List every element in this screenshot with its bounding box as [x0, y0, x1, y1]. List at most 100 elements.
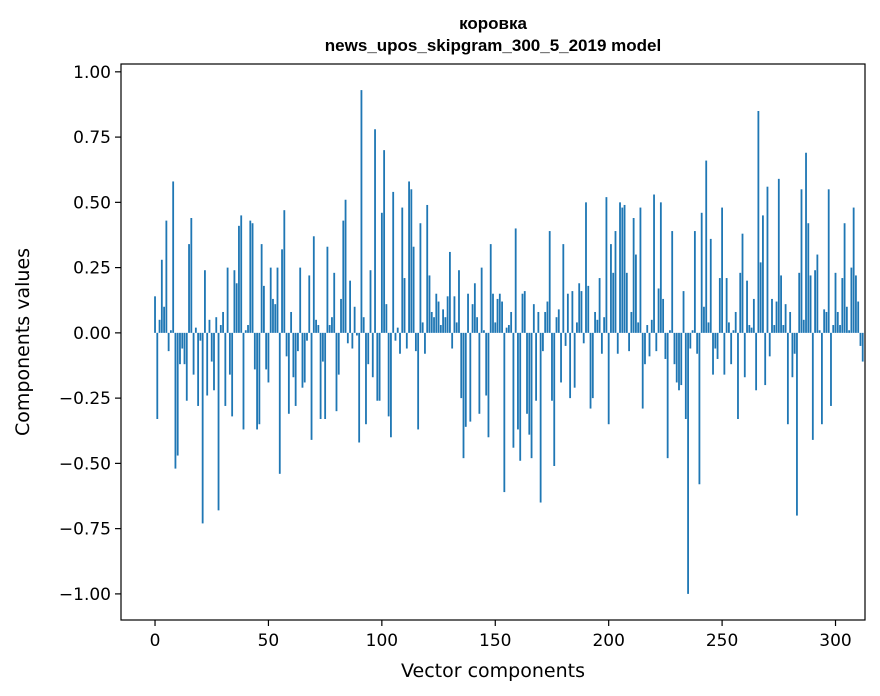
bar-component-240: [698, 332, 701, 485]
bar-component-161: [519, 332, 522, 461]
bar-component-67: [306, 332, 308, 341]
y-tick-label: 0.75: [73, 128, 111, 148]
bar-component-82: [340, 298, 342, 333]
bar-component-187: [578, 283, 581, 333]
bar-component-27: [215, 317, 218, 333]
bar-component-69: [310, 332, 313, 440]
bar-component-117: [419, 223, 422, 333]
bar-component-173: [546, 301, 549, 333]
bar-component-153: [501, 301, 503, 333]
bar-component-145: [483, 330, 485, 333]
bar-component-96: [371, 332, 374, 378]
bar-component-176: [553, 332, 556, 466]
bar-component-7: [170, 330, 172, 333]
bar-component-195: [596, 319, 599, 333]
bar-component-83: [342, 220, 345, 333]
bar-component-189: [582, 332, 585, 344]
bar-component-204: [616, 332, 619, 354]
y-tick-label: 0.00: [73, 324, 111, 344]
bar-component-71: [315, 319, 317, 333]
bar-component-78: [331, 317, 333, 333]
bar-component-11: [179, 332, 181, 365]
bar-component-252: [725, 278, 728, 333]
bar-component-255: [732, 330, 735, 333]
x-tick-label: 150: [479, 631, 511, 651]
bar-component-261: [746, 280, 748, 333]
bar-component-296: [825, 311, 828, 333]
bar-component-4: [163, 306, 165, 333]
bar-component-295: [823, 309, 826, 333]
chart-subtitle: news_upos_skipgram_300_5_2019 model: [325, 36, 661, 55]
bar-component-280: [789, 311, 792, 333]
bar-component-287: [805, 152, 807, 333]
bar-component-62: [294, 332, 297, 406]
bar-component-277: [782, 325, 785, 333]
bar-component-30: [222, 311, 224, 333]
bar-component-24: [208, 319, 211, 333]
bar-component-42: [249, 220, 252, 333]
bar-component-246: [712, 332, 714, 375]
bar-component-127: [442, 309, 444, 333]
bar-component-285: [800, 189, 803, 333]
bar-component-44: [253, 332, 256, 370]
y-tick-label: −1.00: [59, 585, 111, 605]
bar-component-90: [358, 332, 361, 443]
bar-component-290: [811, 332, 814, 440]
bar-component-124: [435, 293, 438, 333]
bar-component-302: [839, 325, 841, 333]
bar-component-138: [467, 293, 469, 333]
bar-component-304: [843, 223, 846, 333]
bar-component-241: [700, 212, 703, 333]
bar-component-271: [768, 332, 771, 357]
bar-component-60: [290, 311, 293, 333]
bar-component-199: [605, 197, 608, 333]
x-tick-label: 250: [706, 631, 738, 651]
bar-component-119: [424, 332, 426, 354]
bar-component-299: [832, 325, 835, 333]
bar-component-233: [682, 291, 685, 333]
bar-component-36: [235, 283, 238, 333]
bar-component-14: [185, 332, 188, 401]
bar-component-298: [830, 332, 832, 406]
bar-component-248: [716, 332, 719, 359]
bar-component-212: [635, 254, 637, 333]
bar-component-182: [566, 293, 569, 333]
bar-component-143: [478, 332, 481, 414]
bar-component-303: [841, 278, 844, 333]
bar-component-126: [439, 325, 442, 333]
bar-component-100: [380, 212, 383, 333]
bar-component-197: [600, 332, 603, 354]
bar-component-257: [737, 332, 739, 419]
bar-component-279: [786, 332, 789, 425]
bar-component-150: [494, 322, 497, 333]
bar-component-41: [247, 325, 249, 333]
bar-component-140: [471, 304, 474, 333]
bar-component-92: [362, 317, 365, 333]
bar-component-134: [458, 270, 460, 333]
bar-component-194: [594, 311, 596, 333]
bar-component-300: [834, 272, 837, 333]
bar-component-247: [714, 332, 717, 349]
bar-component-309: [855, 275, 857, 333]
bar-component-8: [172, 181, 175, 333]
y-axis-ticks: 1.00 0.75 0.50 0.25 0.00 −0.25 −0.50 −0.75 −1.00: [59, 63, 121, 605]
bar-component-268: [762, 215, 764, 333]
bar-component-20: [199, 332, 202, 341]
bar-component-130: [449, 251, 451, 333]
bar-component-59: [287, 332, 290, 414]
bar-component-172: [544, 311, 547, 333]
bar-component-188: [580, 291, 583, 333]
bar-component-148: [489, 244, 492, 333]
bar-component-34: [231, 332, 234, 417]
bar-component-101: [383, 150, 386, 333]
bar-component-147: [487, 332, 490, 438]
bar-component-12: [181, 332, 184, 349]
bar-component-31: [224, 332, 227, 406]
bar-component-310: [857, 301, 860, 333]
bar-component-200: [607, 332, 610, 425]
bar-component-157: [510, 311, 513, 333]
bar-component-128: [444, 317, 447, 333]
bar-component-291: [814, 270, 816, 333]
bar-component-37: [238, 225, 240, 333]
bar-component-301: [836, 311, 839, 333]
